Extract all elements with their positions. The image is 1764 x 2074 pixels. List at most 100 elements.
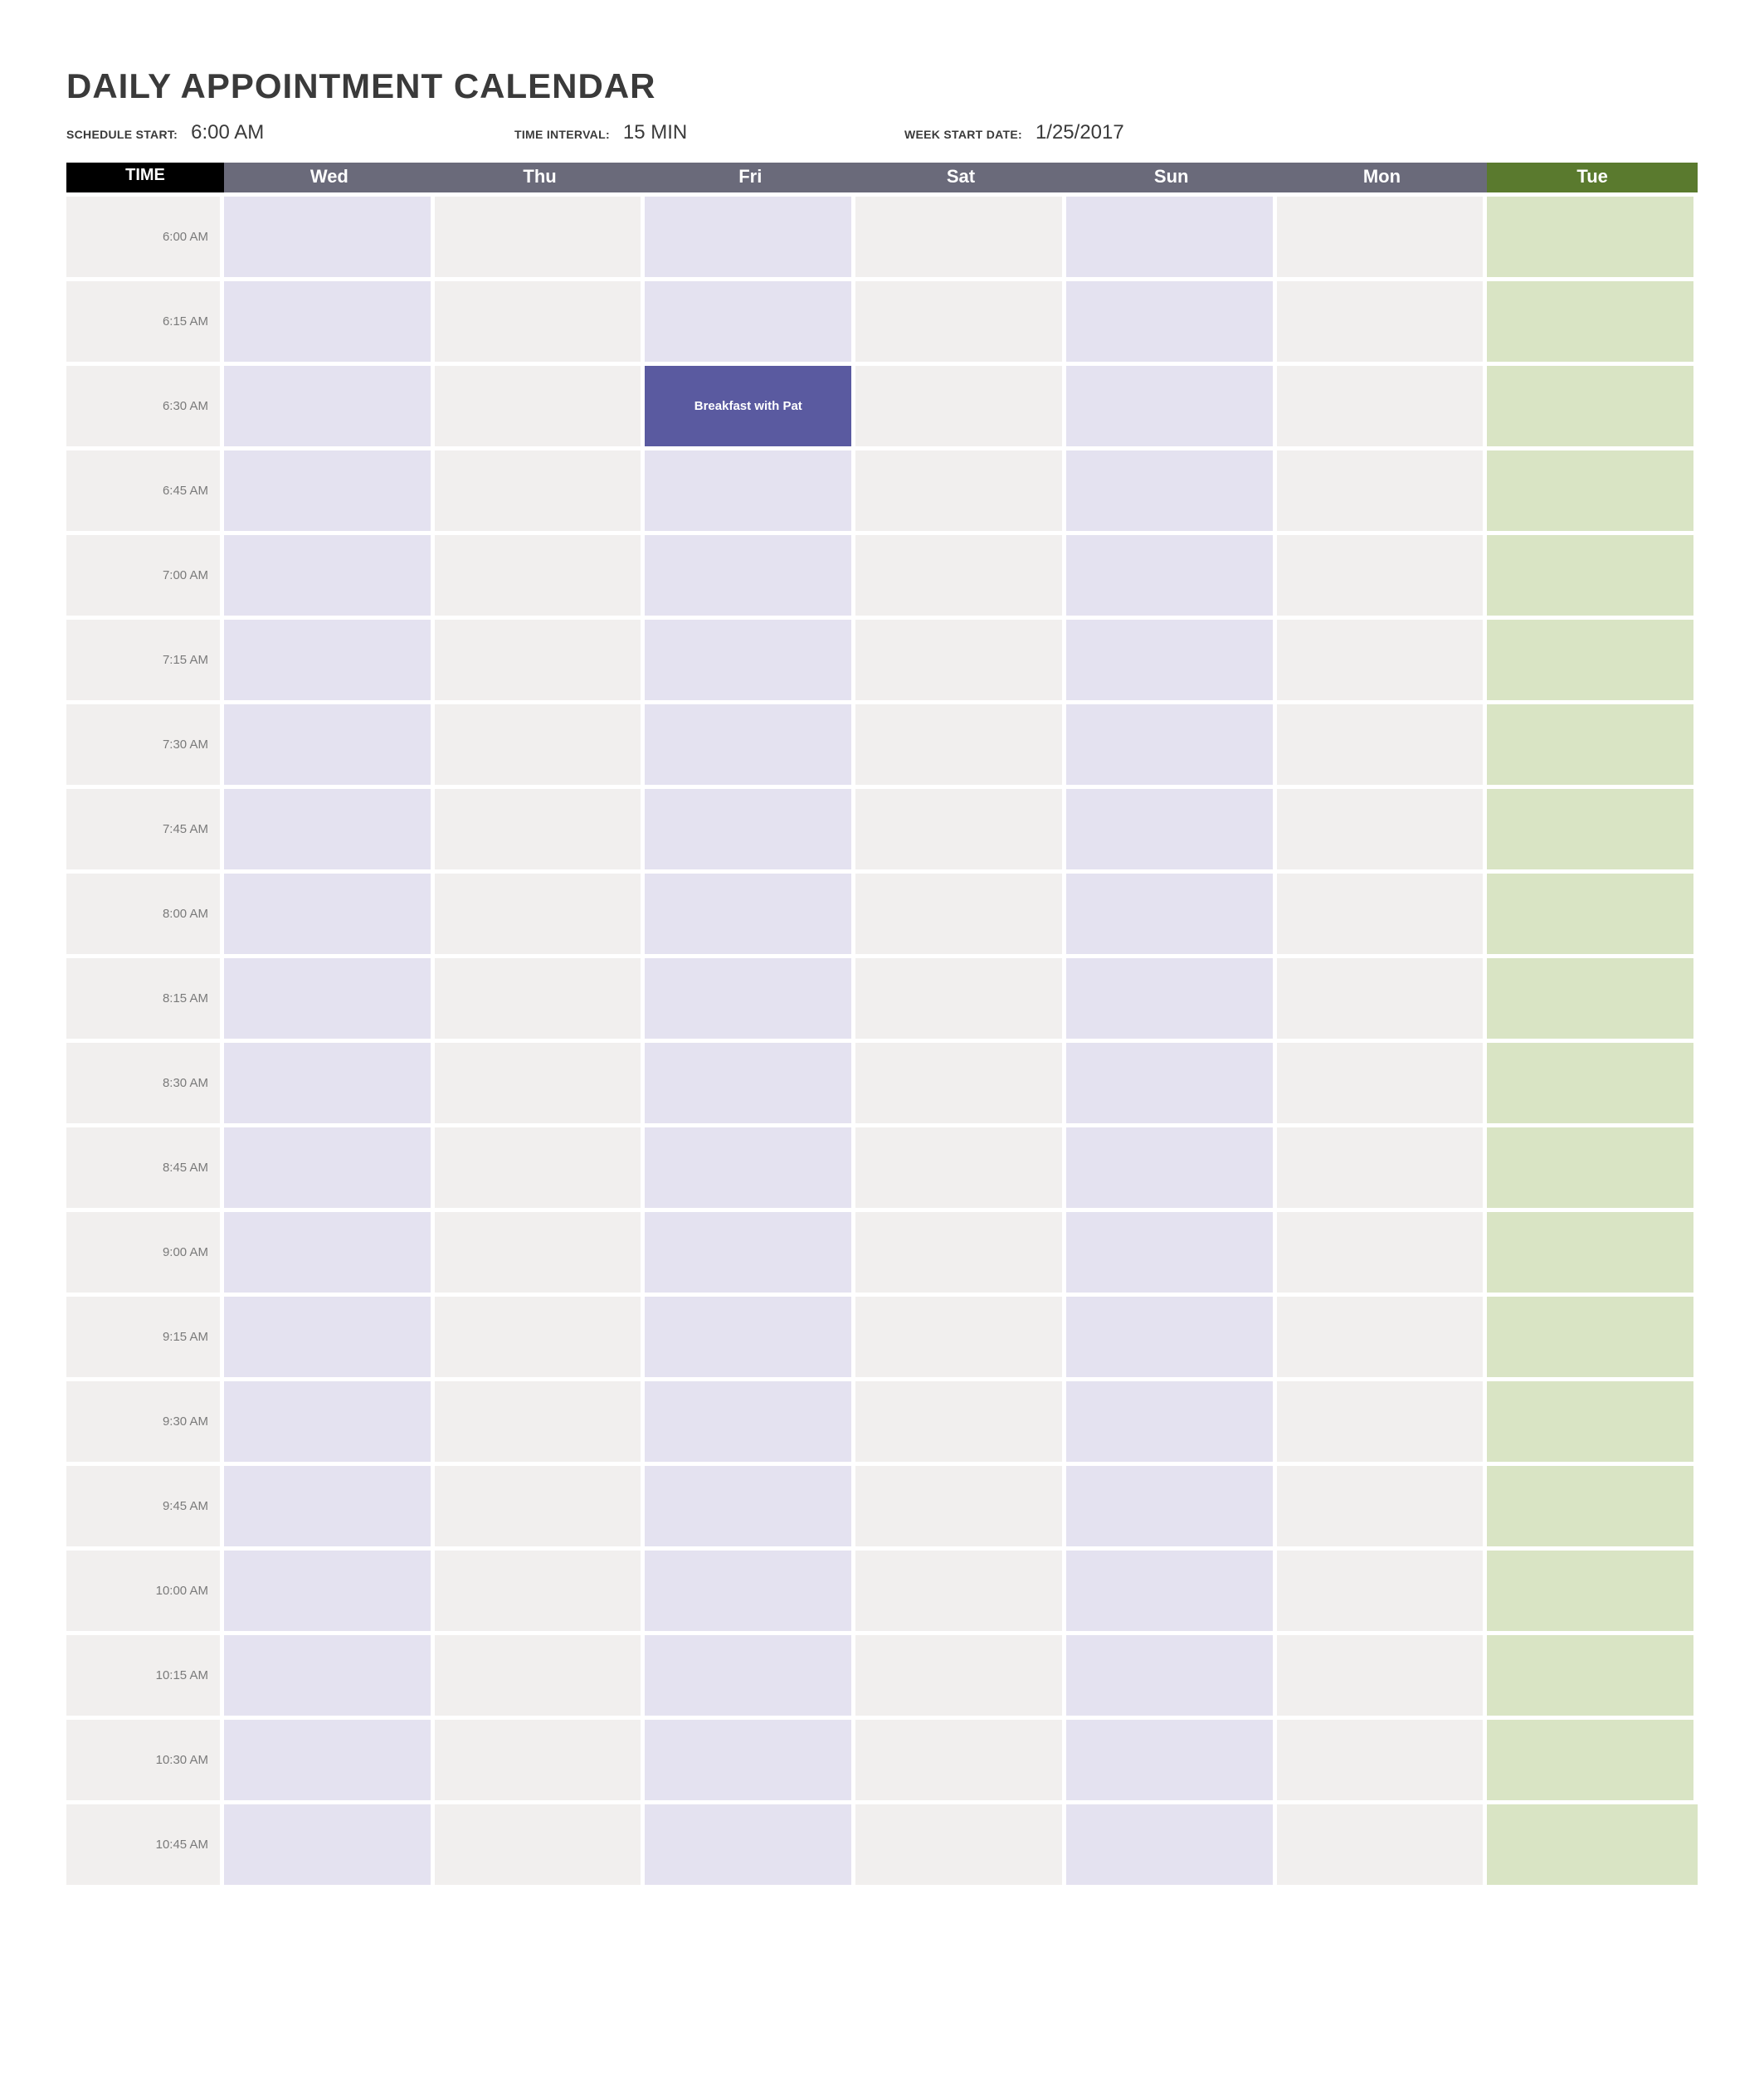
- calendar-cell[interactable]: [435, 1631, 646, 1716]
- appointment[interactable]: Breakfast with Pat: [645, 366, 851, 446]
- calendar-cell[interactable]: [224, 362, 435, 446]
- calendar-cell[interactable]: [645, 1039, 855, 1123]
- calendar-cell[interactable]: [435, 1716, 646, 1800]
- calendar-cell[interactable]: [1487, 700, 1698, 785]
- calendar-cell[interactable]: [1487, 446, 1698, 531]
- calendar-cell[interactable]: [855, 446, 1066, 531]
- calendar-cell[interactable]: [435, 362, 646, 446]
- calendar-cell[interactable]: [1487, 1800, 1698, 1885]
- calendar-cell[interactable]: [435, 1123, 646, 1208]
- calendar-cell[interactable]: [1277, 1377, 1488, 1462]
- calendar-cell[interactable]: [1066, 869, 1277, 954]
- calendar-cell[interactable]: [1487, 531, 1698, 616]
- calendar-cell[interactable]: [224, 277, 435, 362]
- calendar-cell[interactable]: [224, 531, 435, 616]
- calendar-cell[interactable]: [1066, 1039, 1277, 1123]
- calendar-cell[interactable]: [855, 1208, 1066, 1293]
- calendar-cell[interactable]: [435, 616, 646, 700]
- calendar-cell[interactable]: [224, 954, 435, 1039]
- calendar-cell[interactable]: [1277, 700, 1488, 785]
- calendar-cell[interactable]: [1066, 700, 1277, 785]
- calendar-cell[interactable]: [1487, 1039, 1698, 1123]
- calendar-cell[interactable]: [855, 192, 1066, 277]
- calendar-cell[interactable]: [435, 1377, 646, 1462]
- calendar-cell[interactable]: [1066, 531, 1277, 616]
- calendar-cell[interactable]: [855, 1293, 1066, 1377]
- calendar-cell[interactable]: [645, 616, 855, 700]
- calendar-cell[interactable]: [645, 869, 855, 954]
- calendar-cell[interactable]: [1277, 869, 1488, 954]
- calendar-cell[interactable]: [855, 700, 1066, 785]
- calendar-cell[interactable]: [1277, 954, 1488, 1039]
- calendar-cell[interactable]: [855, 1462, 1066, 1546]
- calendar-cell[interactable]: [855, 785, 1066, 869]
- calendar-cell[interactable]: [1487, 869, 1698, 954]
- calendar-cell[interactable]: [1066, 1800, 1277, 1885]
- calendar-cell[interactable]: [855, 1377, 1066, 1462]
- calendar-cell[interactable]: [224, 1377, 435, 1462]
- calendar-cell[interactable]: [1066, 1377, 1277, 1462]
- calendar-cell[interactable]: [1066, 1208, 1277, 1293]
- calendar-cell[interactable]: [645, 1631, 855, 1716]
- calendar-cell[interactable]: [1277, 1123, 1488, 1208]
- calendar-cell[interactable]: [645, 1800, 855, 1885]
- calendar-cell[interactable]: [224, 1546, 435, 1631]
- calendar-cell[interactable]: [224, 869, 435, 954]
- calendar-cell[interactable]: [1277, 616, 1488, 700]
- calendar-cell[interactable]: [1277, 1039, 1488, 1123]
- calendar-cell[interactable]: [435, 954, 646, 1039]
- calendar-cell[interactable]: [645, 954, 855, 1039]
- calendar-cell[interactable]: [1277, 1293, 1488, 1377]
- calendar-cell[interactable]: [1487, 192, 1698, 277]
- calendar-cell[interactable]: [1066, 785, 1277, 869]
- calendar-cell[interactable]: [1066, 1123, 1277, 1208]
- calendar-cell[interactable]: [855, 1631, 1066, 1716]
- calendar-cell[interactable]: [224, 1462, 435, 1546]
- calendar-cell[interactable]: [645, 1377, 855, 1462]
- calendar-cell[interactable]: [1066, 1631, 1277, 1716]
- calendar-cell[interactable]: [855, 1546, 1066, 1631]
- calendar-cell[interactable]: [1066, 1293, 1277, 1377]
- calendar-cell[interactable]: [1277, 1716, 1488, 1800]
- calendar-cell[interactable]: [1277, 1631, 1488, 1716]
- calendar-cell[interactable]: Breakfast with Pat: [645, 362, 855, 446]
- calendar-cell[interactable]: [645, 1462, 855, 1546]
- calendar-cell[interactable]: [1066, 954, 1277, 1039]
- calendar-cell[interactable]: [1066, 616, 1277, 700]
- calendar-cell[interactable]: [1487, 1377, 1698, 1462]
- calendar-cell[interactable]: [435, 1039, 646, 1123]
- calendar-cell[interactable]: [645, 192, 855, 277]
- calendar-cell[interactable]: [645, 1208, 855, 1293]
- calendar-cell[interactable]: [1487, 1123, 1698, 1208]
- calendar-cell[interactable]: [855, 1039, 1066, 1123]
- calendar-cell[interactable]: [645, 1716, 855, 1800]
- calendar-cell[interactable]: [645, 1293, 855, 1377]
- calendar-cell[interactable]: [645, 531, 855, 616]
- calendar-cell[interactable]: [1066, 192, 1277, 277]
- calendar-cell[interactable]: [1277, 1800, 1488, 1885]
- calendar-cell[interactable]: [435, 869, 646, 954]
- calendar-cell[interactable]: [645, 1123, 855, 1208]
- calendar-cell[interactable]: [1487, 785, 1698, 869]
- calendar-cell[interactable]: [1487, 1716, 1698, 1800]
- calendar-cell[interactable]: [1487, 1208, 1698, 1293]
- calendar-cell[interactable]: [855, 531, 1066, 616]
- calendar-cell[interactable]: [1277, 1462, 1488, 1546]
- calendar-cell[interactable]: [1487, 277, 1698, 362]
- calendar-cell[interactable]: [224, 700, 435, 785]
- calendar-cell[interactable]: [1277, 446, 1488, 531]
- calendar-cell[interactable]: [224, 1039, 435, 1123]
- calendar-cell[interactable]: [435, 531, 646, 616]
- calendar-cell[interactable]: [855, 954, 1066, 1039]
- calendar-cell[interactable]: [1487, 616, 1698, 700]
- calendar-cell[interactable]: [1277, 1546, 1488, 1631]
- calendar-cell[interactable]: [435, 700, 646, 785]
- calendar-cell[interactable]: [435, 1462, 646, 1546]
- calendar-cell[interactable]: [1487, 1546, 1698, 1631]
- calendar-cell[interactable]: [224, 1631, 435, 1716]
- calendar-cell[interactable]: [1487, 362, 1698, 446]
- calendar-cell[interactable]: [1277, 277, 1488, 362]
- calendar-cell[interactable]: [645, 700, 855, 785]
- calendar-cell[interactable]: [224, 616, 435, 700]
- calendar-cell[interactable]: [224, 1293, 435, 1377]
